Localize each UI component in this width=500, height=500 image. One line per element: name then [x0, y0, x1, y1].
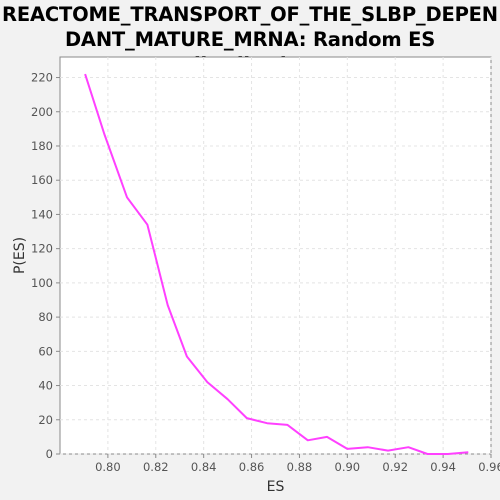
x-tick-label: 0.88: [287, 460, 313, 474]
y-tick-label: 60: [38, 344, 53, 358]
y-tick-label: 140: [31, 207, 53, 221]
y-tick-label: 160: [31, 173, 53, 187]
x-tick-label: 0.82: [143, 460, 169, 474]
x-tick-label: 0.90: [335, 460, 361, 474]
x-tick-label: 0.86: [239, 460, 265, 474]
x-tick-label: 0.80: [95, 460, 121, 474]
x-tick-label: 0.96: [478, 460, 500, 474]
x-tick-label: 0.84: [191, 460, 217, 474]
y-tick-label: 100: [31, 276, 53, 290]
x-tick-label: 0.94: [430, 460, 456, 474]
y-tick-label: 180: [31, 139, 53, 153]
y-tick-label: 120: [31, 242, 53, 256]
y-tick-label: 80: [38, 310, 53, 324]
y-axis-label: P(ES): [12, 237, 28, 274]
chart-title: REACTOME_TRANSPORT_OF_THE_SLBP_DEPEN DAN…: [2, 3, 498, 76]
plot-area: [59, 56, 492, 455]
y-tick-label: 200: [31, 105, 53, 119]
axes: 0.80 0.82 0.84 0.86 0.88 0.90 0.92 0.94 0.96 0 20 4…: [31, 71, 500, 474]
y-tick-label: 220: [31, 71, 53, 85]
y-tick-label: 40: [38, 379, 53, 393]
series-line: [84, 73, 469, 455]
y-tick-label: 20: [38, 413, 53, 427]
y-tick-label: 0: [46, 447, 53, 461]
series-layer: [84, 73, 469, 455]
x-tick-label: 0.92: [382, 460, 408, 474]
x-axis-label: ES: [267, 479, 285, 495]
